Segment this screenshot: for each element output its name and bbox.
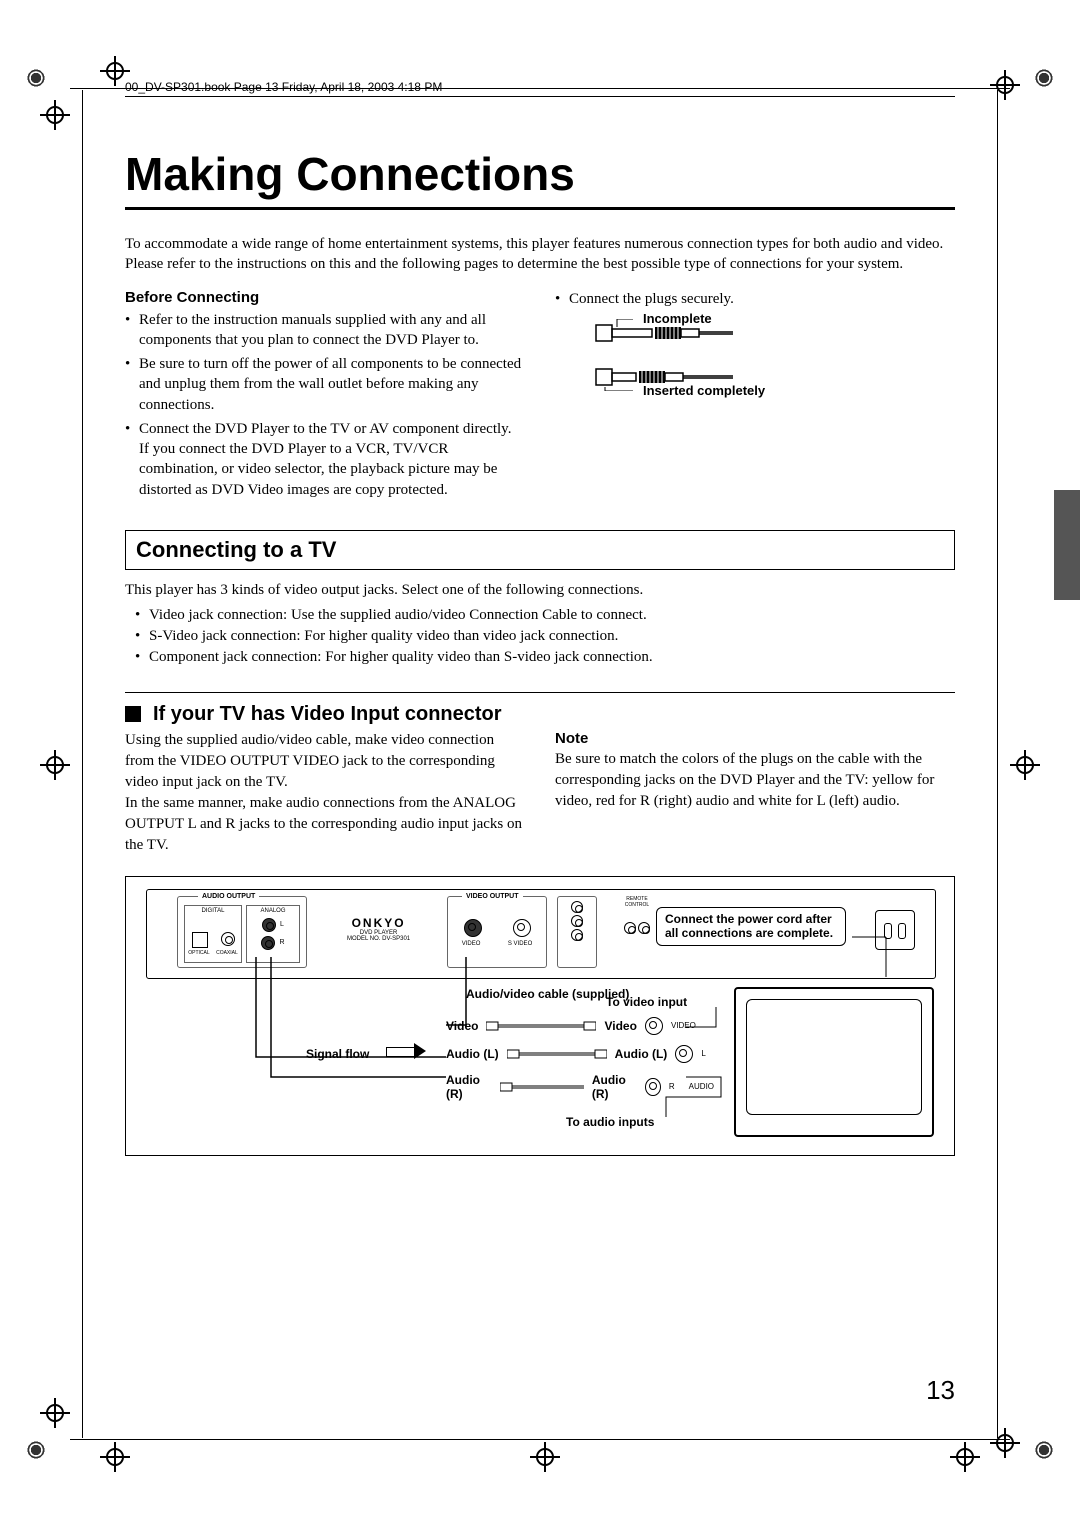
reg-mark-icon — [950, 1442, 980, 1472]
crop-line — [82, 90, 83, 1438]
section-heading: Connecting to a TV — [136, 537, 944, 563]
plug-incomplete-label: Incomplete — [643, 311, 712, 326]
crop-ornament-br — [1032, 1438, 1056, 1462]
list-item: Video jack connection: Use the supplied … — [125, 605, 955, 626]
page-content: 00_DV-SP301.book Page 13 Friday, April 1… — [125, 80, 955, 1156]
subsection-heading-row: If your TV has Video Input connector — [125, 703, 955, 726]
page-edge-tab — [1054, 490, 1080, 600]
before-list-right: Connect the plugs securely. — [555, 289, 955, 309]
intro-paragraph: To accommodate a wide range of home ente… — [125, 234, 955, 275]
subsection-columns: Using the supplied audio/video cable, ma… — [125, 730, 955, 856]
note-text: Be sure to match the colors of the plugs… — [555, 749, 955, 812]
subsection-left-text: Using the supplied audio/video cable, ma… — [125, 730, 525, 856]
plug-insertion-diagram: Incomplete Inserted completely — [595, 319, 955, 391]
before-heading: Before Connecting — [125, 289, 525, 306]
list-item: S-Video jack connection: For higher qual… — [125, 626, 955, 647]
before-list-left: Refer to the instruction manuals supplie… — [125, 310, 525, 500]
running-header: 00_DV-SP301.book Page 13 Friday, April 1… — [125, 80, 955, 97]
reg-mark-icon — [990, 70, 1020, 100]
reg-mark-icon — [40, 1398, 70, 1428]
list-item: Connect the plugs securely. — [555, 289, 955, 309]
crop-ornament-tl — [24, 66, 48, 90]
plug-complete-label: Inserted completely — [643, 383, 765, 398]
diagram-wires — [126, 877, 956, 1157]
note-heading: Note — [555, 730, 955, 747]
crop-line — [70, 1439, 1010, 1440]
list-item: Component jack connection: For higher qu… — [125, 647, 955, 668]
section-heading-box: Connecting to a TV — [125, 530, 955, 570]
reg-mark-icon — [100, 1442, 130, 1472]
crop-ornament-bl — [24, 1438, 48, 1462]
divider — [125, 692, 955, 693]
page-number: 13 — [926, 1375, 955, 1406]
subsection-heading: If your TV has Video Input connector — [153, 703, 502, 726]
page-title: Making Connections — [125, 147, 955, 210]
reg-mark-icon — [40, 100, 70, 130]
list-item: Connect the DVD Player to the TV or AV c… — [125, 419, 525, 500]
reg-mark-icon — [990, 1428, 1020, 1458]
connection-types-list: Video jack connection: Use the supplied … — [125, 605, 955, 668]
before-connecting-block: Before Connecting Refer to the instructi… — [125, 289, 955, 504]
square-bullet-icon — [125, 706, 141, 722]
section-lead: This player has 3 kinds of video output … — [125, 580, 955, 601]
reg-mark-icon — [1010, 750, 1040, 780]
list-item: Refer to the instruction manuals supplie… — [125, 310, 525, 351]
connection-diagram: AUDIO OUTPUT DIGITAL OPTICAL COAXIAL ANA… — [125, 876, 955, 1156]
crop-ornament-tr — [1032, 66, 1056, 90]
crop-line — [997, 90, 998, 1438]
reg-mark-icon — [40, 750, 70, 780]
reg-mark-icon — [530, 1442, 560, 1472]
list-item: Be sure to turn off the power of all com… — [125, 354, 525, 415]
